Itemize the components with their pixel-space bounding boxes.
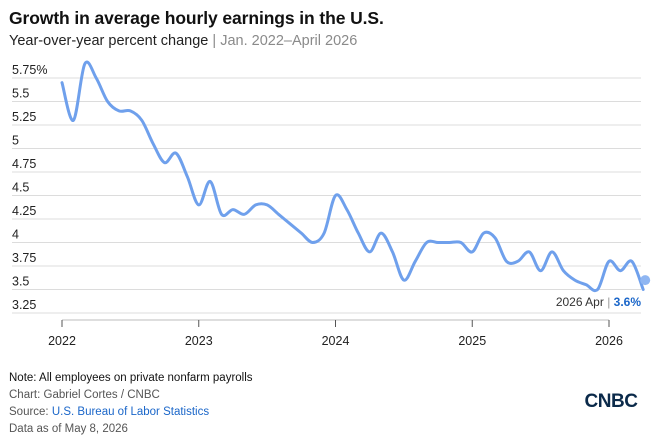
subtitle-separator: | (212, 33, 217, 49)
data-as-of: Data as of May 8, 2026 (9, 423, 128, 435)
gridlines (12, 77, 641, 314)
source-link[interactable]: U.S. Bureau of Labor Statistics (51, 406, 210, 418)
endpoint-marker (640, 275, 651, 286)
chart-subtitle: Year-over-year percent change | Jan. 202… (9, 33, 357, 49)
subtitle-range: Jan. 2022–April 2026 (220, 33, 358, 49)
chart-credit: Chart: Gabriel Cortes / CNBC (9, 389, 160, 401)
footnote: Note: All employees on private nonfarm p… (9, 372, 253, 384)
y-tick-label: 4.5 (12, 181, 29, 195)
chart-title: Growth in average hourly earnings in the… (9, 8, 384, 28)
endpoint-annotation: 2026 Apr | 3.6% (556, 295, 642, 309)
source-line: Source: U.S. Bureau of Labor Statistics (9, 404, 253, 421)
y-tick-label: 4.75 (12, 157, 36, 171)
x-tick-label: 2023 (185, 334, 213, 348)
y-tick-label: 3.5 (12, 275, 29, 289)
y-tick-label: 5 (12, 134, 19, 148)
annotation-value: 3.6% (614, 295, 642, 309)
cnbc-logo: CNBC (585, 391, 639, 412)
chart-footer: Note: All employees on private nonfarm p… (9, 370, 253, 438)
x-tick-label: 2022 (48, 334, 76, 348)
subtitle-main: Year-over-year percent change (9, 33, 209, 49)
y-axis-labels: 3.25 3.5 3.75 4 4.25 4.5 4.75 5 5.25 5.5 5.75% (12, 63, 47, 312)
cnbc-logo-text: CNBC (585, 391, 639, 412)
series-layer (60, 60, 651, 293)
y-tick-label: 4.25 (12, 204, 36, 218)
y-tick-label: 5.5 (12, 87, 29, 101)
x-tick-label: 2026 (595, 334, 623, 348)
x-tick-label: 2024 (322, 334, 350, 348)
y-tick-label: 5.25 (12, 110, 36, 124)
source-label: Source: (9, 406, 49, 418)
x-axis: 2022 2023 2024 2025 2026 (48, 319, 623, 348)
annotation-date: 2026 Apr (556, 295, 607, 309)
series-line (60, 60, 645, 293)
y-tick-label: 3.75 (12, 251, 36, 265)
annotation-separator: | (607, 295, 613, 309)
annotation-layer: 2026 Apr | 3.6% (556, 295, 642, 309)
x-tick-label: 2025 (458, 334, 486, 348)
y-tick-label: 3.25 (12, 298, 36, 312)
y-tick-label: 5.75% (12, 63, 47, 77)
line-chart: 3.25 3.5 3.75 4 4.25 4.5 4.75 5 5.25 5.5 5.75% 202… (12, 60, 651, 348)
y-tick-label: 4 (12, 228, 19, 242)
